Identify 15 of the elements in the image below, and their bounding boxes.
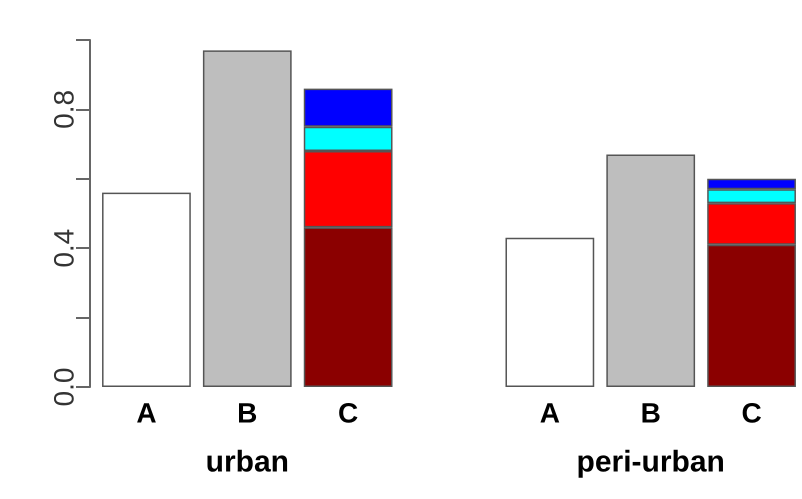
y-tick-label: 0.8 [48, 90, 80, 129]
bar [102, 192, 191, 387]
x-tick-label: C [741, 398, 762, 428]
y-tick-label: 0.4 [48, 228, 80, 268]
x-tick-label: A [540, 398, 560, 428]
bar [505, 238, 594, 387]
x-tick-label: C [338, 398, 358, 428]
text: urban [206, 446, 289, 478]
bar [606, 154, 696, 387]
bar [202, 50, 292, 387]
x-tick-label: A [136, 398, 157, 428]
x-tick-label: B [640, 398, 661, 428]
text: peri-urban [576, 446, 725, 478]
y-tick-label: 0.0 [48, 368, 80, 406]
x-tick-label: B [237, 398, 258, 428]
